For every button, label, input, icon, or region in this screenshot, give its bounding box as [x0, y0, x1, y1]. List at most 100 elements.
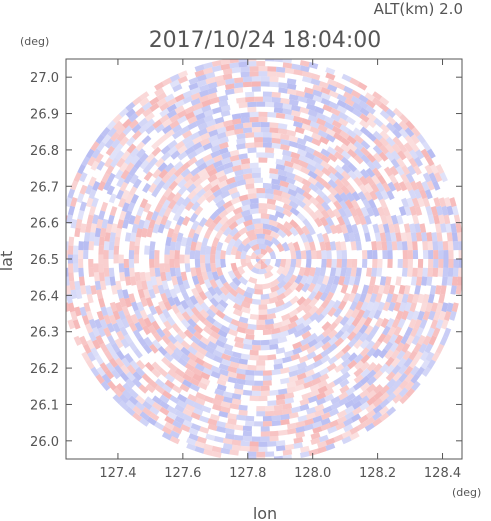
radar-cell — [325, 216, 335, 227]
radar-cell — [136, 359, 146, 370]
radar-cell — [149, 343, 159, 354]
radar-cell — [343, 417, 354, 427]
radar-cell — [203, 114, 214, 123]
radar-cell — [398, 379, 409, 390]
radar-cell — [353, 232, 361, 242]
radar-cell — [421, 180, 430, 191]
radar-cell — [451, 276, 458, 286]
radar-cell — [329, 267, 337, 277]
radar-cell — [399, 113, 409, 124]
radar-cell — [304, 363, 315, 372]
radar-cell — [334, 178, 345, 189]
radar-cell — [302, 304, 313, 314]
radar-cell — [364, 416, 375, 426]
radar-cell — [215, 164, 226, 173]
radar-cell — [269, 127, 279, 134]
radar-cell — [201, 104, 212, 113]
radar-cell — [229, 403, 239, 410]
radar-cell — [344, 405, 355, 415]
radar-cell — [352, 102, 363, 112]
radar-cell — [346, 135, 357, 145]
radar-cell — [355, 300, 364, 311]
radar-cell — [260, 344, 270, 351]
radar-cell — [160, 292, 169, 303]
radar-cell — [235, 216, 246, 226]
radar-cell — [275, 399, 286, 406]
radar-cell — [109, 232, 116, 242]
radar-cell — [422, 267, 428, 277]
radar-cell — [382, 182, 391, 193]
radar-cell — [308, 183, 319, 193]
radar-cell — [161, 173, 171, 184]
radar-cell — [119, 210, 127, 221]
radar-cell — [274, 304, 285, 313]
radar-cell — [119, 393, 130, 404]
radar-cell — [85, 148, 95, 159]
radar-cell — [206, 119, 216, 128]
radar-cell — [309, 196, 319, 206]
radar-cell — [214, 122, 225, 130]
radar-cell — [386, 317, 395, 328]
radar-cell — [299, 106, 310, 115]
radar-cell — [216, 79, 227, 87]
radar-cell — [151, 187, 161, 198]
radar-cell — [277, 336, 288, 344]
radar-cell — [350, 241, 357, 251]
radar-cell — [203, 229, 213, 240]
radar-cell — [372, 404, 383, 414]
radar-cell — [305, 98, 316, 106]
radar-cell — [298, 355, 309, 364]
radar-cell — [125, 101, 136, 112]
radar-cell — [320, 412, 331, 421]
radar-cell — [300, 337, 311, 346]
radar-cell — [367, 250, 373, 259]
radar-cell — [308, 62, 319, 70]
radar-cell — [437, 241, 444, 251]
radar-cell — [190, 194, 200, 205]
radar-cell — [377, 223, 385, 234]
radar-cell — [409, 149, 419, 160]
radar-cell — [184, 403, 196, 413]
radar-cell — [296, 148, 307, 157]
radar-cell — [360, 368, 371, 378]
radar-cell — [427, 267, 434, 277]
radar-cell — [425, 302, 433, 313]
radar-cell — [437, 267, 444, 277]
radar-cell — [341, 73, 352, 83]
radar-cell — [308, 448, 319, 456]
radar-cell — [341, 250, 348, 259]
radar-cell — [353, 134, 364, 144]
radar-cell — [167, 296, 176, 307]
radar-cell — [68, 236, 75, 246]
radar-cell — [115, 318, 125, 329]
radar-cell — [236, 326, 247, 334]
radar-cell — [83, 241, 90, 251]
radar-cell — [270, 225, 280, 234]
radar-cell — [105, 342, 115, 353]
radar-cell — [346, 184, 356, 195]
radar-cell — [146, 416, 157, 426]
y-tick-label: 26.1 — [30, 398, 59, 413]
radar-cell — [225, 78, 235, 85]
radar-cell — [256, 360, 266, 366]
radar-cell — [98, 297, 106, 308]
radar-cell — [194, 357, 205, 366]
radar-cell — [327, 193, 338, 204]
radar-cell — [222, 226, 232, 237]
radar-cell — [190, 241, 197, 251]
radar-cell — [276, 292, 287, 302]
radar-cell — [296, 372, 307, 381]
radar-cell — [143, 202, 152, 213]
radar-cell — [358, 183, 368, 194]
axis-ticks: 127.4 127.6 127.8 128.0 128.2 128.426.026.126… — [30, 59, 462, 481]
radar-cell — [124, 154, 134, 165]
radar-cell — [404, 372, 415, 383]
radar-cell — [346, 323, 356, 334]
radar-cell — [212, 320, 223, 330]
radar-cell — [93, 263, 99, 273]
radar-cell — [352, 400, 363, 410]
radar-cell — [249, 395, 259, 402]
radar-cell — [334, 315, 344, 325]
radar-cell — [186, 299, 196, 310]
radar-cell — [250, 266, 260, 275]
